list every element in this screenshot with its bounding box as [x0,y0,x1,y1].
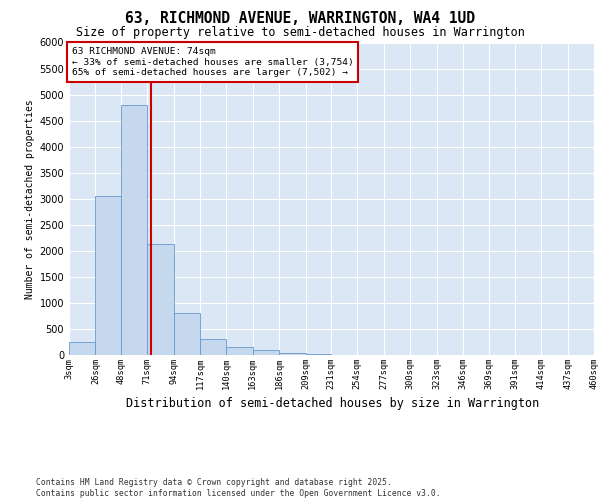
Bar [121,105,147,355]
Text: 63 RICHMOND AVENUE: 74sqm
← 33% of semi-detached houses are smaller (3,754)
65% : 63 RICHMOND AVENUE: 74sqm ← 33% of semi-… [71,47,353,77]
Bar [69,342,95,355]
Bar [147,244,173,355]
Bar [200,340,226,355]
Bar [95,196,121,355]
Text: Size of property relative to semi-detached houses in Warrington: Size of property relative to semi-detach… [76,26,524,39]
Bar [279,353,305,355]
Bar [305,354,331,355]
Bar [226,347,253,355]
Text: Distribution of semi-detached houses by size in Warrington: Distribution of semi-detached houses by … [127,398,539,410]
Bar [173,314,200,355]
Text: Contains HM Land Registry data © Crown copyright and database right 2025.
Contai: Contains HM Land Registry data © Crown c… [36,478,440,498]
Bar [253,350,279,355]
Y-axis label: Number of semi-detached properties: Number of semi-detached properties [25,99,35,298]
Text: 63, RICHMOND AVENUE, WARRINGTON, WA4 1UD: 63, RICHMOND AVENUE, WARRINGTON, WA4 1UD [125,11,475,26]
